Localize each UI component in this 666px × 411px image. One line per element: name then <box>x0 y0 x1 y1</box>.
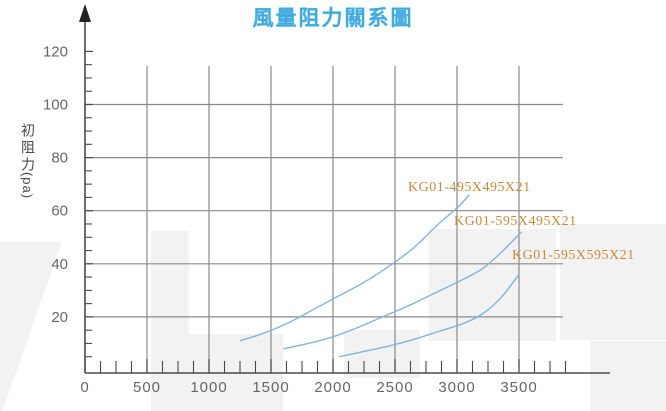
y-axis-unit-text: (pa) <box>20 171 36 200</box>
y-tick-label: 60 <box>51 203 68 220</box>
x-tick-label: 1500 <box>252 379 289 396</box>
y-tick-label: 20 <box>51 309 68 326</box>
y-axis-title-text: 初阻力 <box>20 123 36 174</box>
x-tick-label: 2500 <box>376 379 413 396</box>
curve-label-kg01-595x595x21: KG01-595X595X21 <box>512 248 635 263</box>
watermark-shape <box>590 341 666 411</box>
x-tick-label: 1000 <box>190 379 227 396</box>
x-tick-label: 2000 <box>314 379 351 396</box>
watermark-shape <box>344 330 420 378</box>
curve-kg01-595x595x21 <box>339 273 520 358</box>
x-tick-label: 3000 <box>438 379 475 396</box>
watermark-shape <box>151 231 189 335</box>
y-tick-label: 40 <box>51 256 68 273</box>
curve-kg01-595x495x21 <box>283 231 522 350</box>
chart-title: 風量阻力關系圖 <box>252 7 414 30</box>
x-tick-label: 0 <box>80 379 89 396</box>
y-axis-title: 初阻力 (pa) <box>16 123 40 199</box>
x-tick-label: 3500 <box>500 379 537 396</box>
curve-label-kg01-495x495x21: KG01-495X495X21 <box>408 180 531 195</box>
y-tick-label: 120 <box>43 43 68 60</box>
curve-label-kg01-595x495x21: KG01-595X495X21 <box>454 214 577 229</box>
watermark-shape <box>560 224 666 340</box>
curve-kg01-495x495x21 <box>239 194 470 342</box>
y-axis-arrow-icon <box>79 4 91 22</box>
x-tick-label: 500 <box>133 379 161 396</box>
y-tick-label: 100 <box>43 97 68 114</box>
y-tick-label: 80 <box>51 150 68 167</box>
